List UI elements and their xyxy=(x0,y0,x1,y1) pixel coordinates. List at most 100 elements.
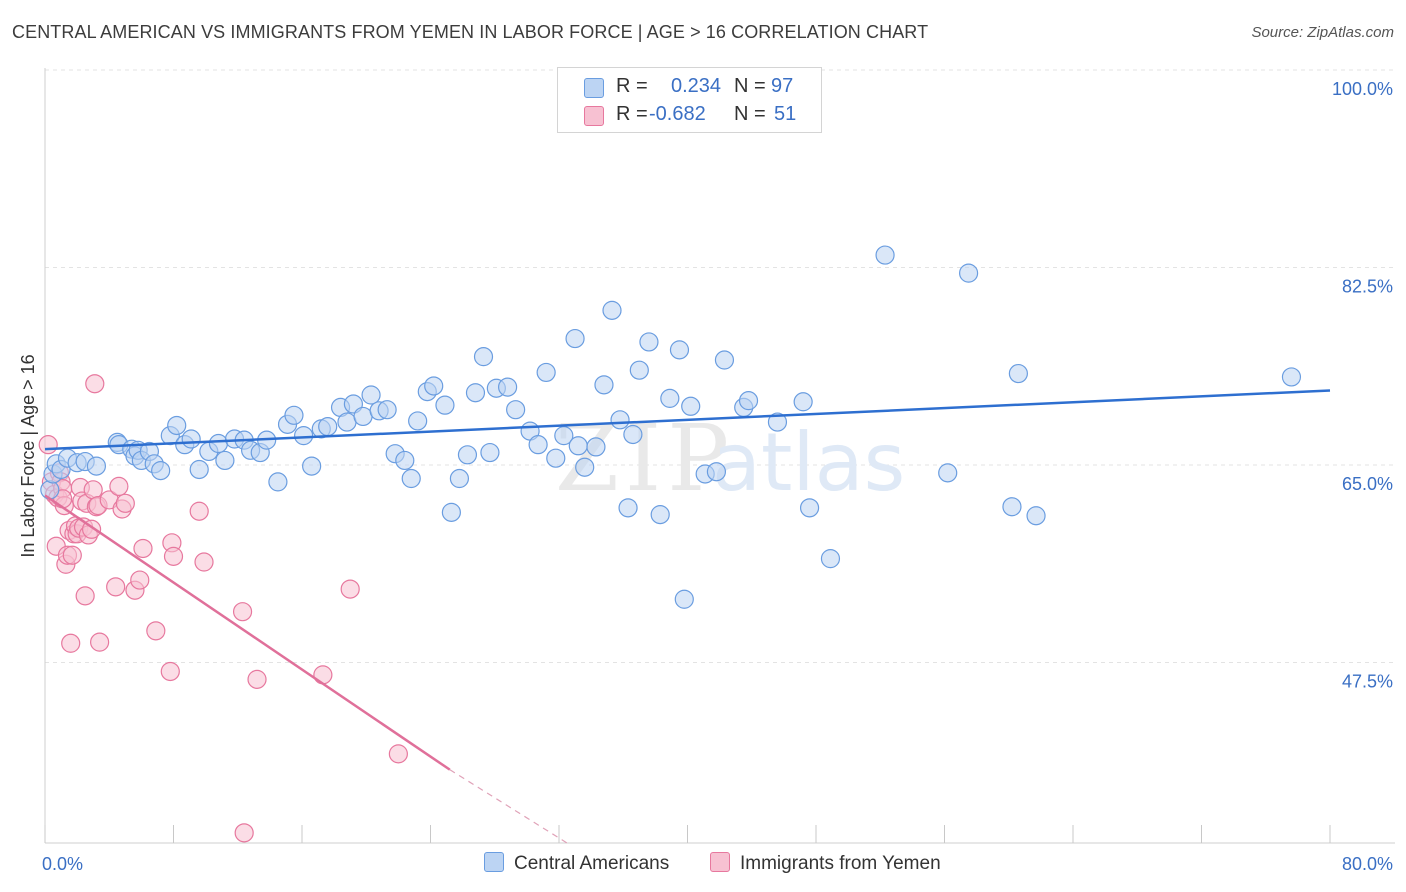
data-point xyxy=(1008,363,1028,384)
trend-line xyxy=(44,494,451,771)
legend-n-value: 51 xyxy=(774,103,797,125)
data-point xyxy=(388,744,408,764)
tick-labels: 47.5% 65.0% 82.5% 100.0% 0.0% 80.0% xyxy=(42,79,1393,874)
data-point xyxy=(528,435,548,455)
data-point xyxy=(232,602,253,622)
legend-label-central-americans: Central Americans xyxy=(514,853,670,874)
data-point xyxy=(738,391,759,411)
legend-r-value: 0.234 xyxy=(671,75,722,97)
data-point xyxy=(61,633,81,653)
data-point xyxy=(1026,506,1046,526)
legend-n-label: N = xyxy=(734,103,766,125)
data-point xyxy=(449,468,470,489)
data-point xyxy=(706,462,727,482)
legend-r-label: R = xyxy=(616,75,648,97)
data-point xyxy=(565,328,585,349)
legend-item-central-americans: Central Americans xyxy=(484,852,669,875)
chart-title: CENTRAL AMERICAN VS IMMIGRANTS FROM YEME… xyxy=(12,22,929,42)
data-point xyxy=(1002,497,1022,517)
data-point xyxy=(1281,367,1302,387)
data-point xyxy=(294,426,314,446)
data-point xyxy=(313,665,333,685)
data-point xyxy=(498,377,518,397)
data-point xyxy=(109,476,129,497)
data-point xyxy=(163,546,184,566)
data-point xyxy=(181,429,201,449)
data-point xyxy=(247,669,267,689)
legend-n-value: 97 xyxy=(771,75,794,97)
data-point xyxy=(674,589,694,609)
data-point xyxy=(618,498,638,518)
y-tick-label: 65.0% xyxy=(1342,474,1393,494)
data-point xyxy=(465,383,486,403)
data-point xyxy=(586,437,606,457)
data-point xyxy=(546,448,566,468)
data-point xyxy=(650,505,670,525)
data-point xyxy=(629,360,649,380)
trend-line-extension xyxy=(449,769,568,844)
data-point xyxy=(215,450,235,471)
data-point xyxy=(767,412,788,432)
data-point xyxy=(85,374,105,394)
data-point xyxy=(958,263,979,283)
data-point xyxy=(639,332,659,352)
data-point xyxy=(340,579,360,599)
data-point xyxy=(875,245,895,265)
data-points xyxy=(38,245,1302,843)
data-point xyxy=(268,472,288,492)
data-point xyxy=(353,406,373,427)
legend-swatch-blue xyxy=(484,852,504,872)
data-point xyxy=(83,480,103,500)
legend-n-label: N = xyxy=(734,75,766,97)
data-point xyxy=(681,396,701,416)
x-tick-label: 80.0% xyxy=(1342,854,1393,874)
data-point xyxy=(610,410,630,430)
data-point xyxy=(130,570,150,590)
data-point xyxy=(938,463,958,483)
y-tick-label: 100.0% xyxy=(1332,79,1393,99)
data-point xyxy=(714,350,735,370)
data-point xyxy=(167,415,187,436)
data-point xyxy=(441,502,461,522)
data-point xyxy=(234,823,254,843)
x-tick-label: 0.0% xyxy=(42,854,83,874)
data-point xyxy=(75,586,95,606)
data-point xyxy=(86,456,107,476)
data-point xyxy=(40,480,60,500)
correlation-legend: R = 0.234 N = 97 R = -0.682 N = 51 xyxy=(557,67,822,133)
legend-swatch-pink xyxy=(710,852,730,872)
legend-item-yemen: Immigrants from Yemen xyxy=(710,852,941,875)
data-point xyxy=(38,435,58,455)
trend-lines xyxy=(44,389,1331,844)
data-point xyxy=(160,661,180,682)
data-point xyxy=(106,577,126,597)
data-point xyxy=(194,552,214,572)
legend-r-value: -0.682 xyxy=(649,103,706,125)
legend-row-yemen: R = -0.682 N = 51 xyxy=(558,100,821,128)
data-point xyxy=(669,340,690,360)
data-point xyxy=(189,459,209,480)
data-point xyxy=(284,405,304,425)
y-tick-label: 47.5% xyxy=(1342,671,1393,691)
data-point xyxy=(594,375,614,395)
data-point xyxy=(457,445,478,465)
watermark-atlas: atlas xyxy=(712,416,905,509)
data-point xyxy=(377,400,397,420)
data-point xyxy=(602,300,622,320)
data-point xyxy=(208,433,229,454)
data-point xyxy=(90,632,110,652)
legend-r-label: R = xyxy=(616,103,648,125)
data-point xyxy=(575,457,595,477)
data-point xyxy=(660,388,680,408)
data-point xyxy=(799,498,820,518)
data-point xyxy=(133,538,153,559)
data-point xyxy=(395,450,415,471)
axes xyxy=(44,68,1395,844)
legend-row-central-americans: R = 0.234 N = 97 xyxy=(558,72,821,100)
data-point xyxy=(536,362,556,383)
data-point xyxy=(424,376,444,396)
legend-swatch-blue xyxy=(584,78,604,98)
data-point xyxy=(361,385,381,405)
data-point xyxy=(151,461,171,481)
